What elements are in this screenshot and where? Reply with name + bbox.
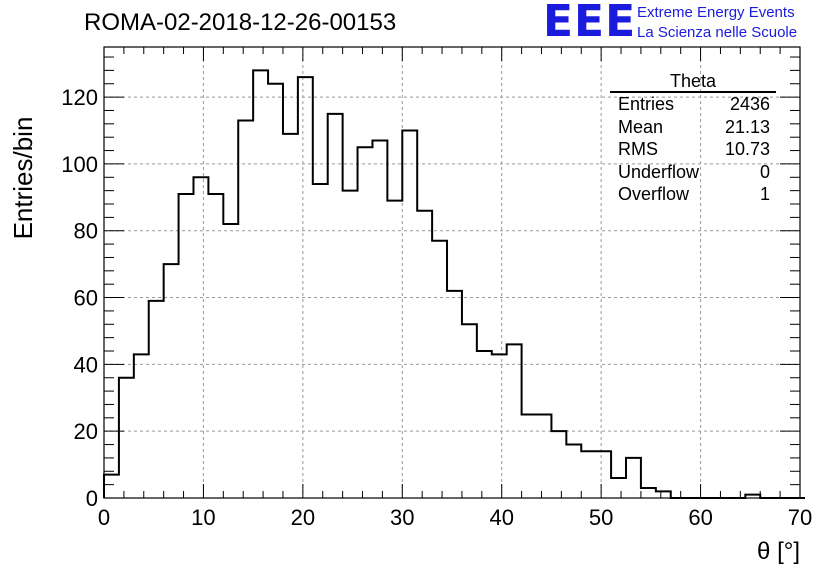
x-tick-label: 30 [390, 505, 414, 530]
histogram-bin [104, 475, 119, 498]
x-tick-label: 60 [688, 505, 712, 530]
histogram-bin [581, 451, 596, 498]
x-tick-label: 10 [191, 505, 215, 530]
stats-row: RMS 10.73 [610, 138, 776, 161]
histogram-bin [208, 194, 223, 498]
histogram-bin [193, 177, 208, 498]
histogram-bin [462, 324, 477, 498]
axis-ticks [103, 47, 801, 499]
histogram-bin [596, 451, 611, 498]
histogram-bin [164, 264, 179, 498]
histogram-bin [537, 414, 552, 498]
stats-box: Theta Entries 2436 Mean 21.13 RMS 10.73 Underf… [610, 71, 776, 206]
histogram-bin [134, 354, 149, 498]
histogram-bin [358, 147, 373, 498]
histogram-bin [328, 114, 343, 498]
histogram-bin [179, 194, 194, 498]
histogram-bin [298, 77, 313, 498]
y-tick-label: 20 [74, 419, 98, 444]
y-tick-label: 60 [74, 286, 98, 311]
histogram-bin [268, 84, 283, 498]
histogram-bin [372, 141, 387, 498]
histogram-bin [387, 201, 402, 498]
y-axis-label: Entries/bin [8, 117, 38, 240]
stats-label: Mean [618, 116, 664, 137]
histogram-bin [119, 378, 134, 498]
stats-row: Mean 21.13 [610, 116, 776, 139]
stats-row: Overflow 1 [610, 183, 776, 206]
histogram-bin [656, 491, 671, 498]
histogram-bin [432, 241, 447, 498]
histogram-bin [343, 191, 358, 498]
histogram-bin [402, 131, 417, 498]
histogram-bin [507, 344, 522, 498]
stats-value: 2436 [729, 94, 770, 114]
histogram-bin [551, 431, 566, 498]
logo-line-1: Extreme Energy Events [637, 4, 795, 21]
histogram-bin [641, 488, 656, 498]
stats-title: Theta [610, 71, 776, 93]
stats-label: Overflow [618, 184, 690, 204]
y-tick-label: 120 [61, 85, 98, 110]
x-tick-label: 40 [489, 505, 513, 530]
y-tick-label: 40 [74, 352, 98, 377]
histogram-outline [103, 69, 805, 499]
stats-row: Entries 2436 [610, 93, 776, 116]
stats-value: 1 [759, 184, 770, 204]
stats-label: RMS [618, 139, 658, 159]
histogram-bin [566, 445, 581, 498]
grid-lines [104, 47, 800, 498]
histogram-bin [477, 351, 492, 498]
x-axis-label: θ [°] [757, 538, 800, 565]
stats-label: Entries [618, 94, 675, 114]
x-tick-label: 70 [788, 505, 812, 530]
y-tick-label: 0 [86, 486, 98, 511]
x-tick-label: 50 [589, 505, 613, 530]
histogram-bin [522, 414, 537, 498]
histogram-bin [417, 211, 432, 498]
stats-row: Underflow 0 [610, 161, 776, 184]
stats-value: 0 [759, 161, 770, 182]
x-tick-label: 20 [291, 505, 315, 530]
y-tick-label: 80 [74, 219, 98, 244]
logo-line-2: La Scienza nelle Scuole [637, 24, 798, 41]
histogram-bin [223, 224, 238, 498]
histogram-bin [253, 70, 268, 498]
stats-value: 10.73 [724, 139, 770, 159]
stats-label: Underflow [618, 161, 700, 182]
y-tick-label: 100 [61, 152, 98, 177]
histogram-bin [492, 354, 507, 498]
histogram-bin [283, 134, 298, 498]
histogram-bin [626, 458, 641, 498]
run-title: ROMA-02-2018-12-26-00153 [84, 9, 397, 36]
histogram-bin [611, 478, 626, 498]
histogram-bin [238, 120, 253, 498]
x-tick-label: 0 [98, 505, 110, 530]
histogram-bin [447, 291, 462, 498]
eee-logo: EEE [543, 0, 637, 47]
histogram-bin [149, 301, 164, 498]
plot-frame [103, 46, 801, 499]
stats-value: 21.13 [724, 116, 770, 137]
